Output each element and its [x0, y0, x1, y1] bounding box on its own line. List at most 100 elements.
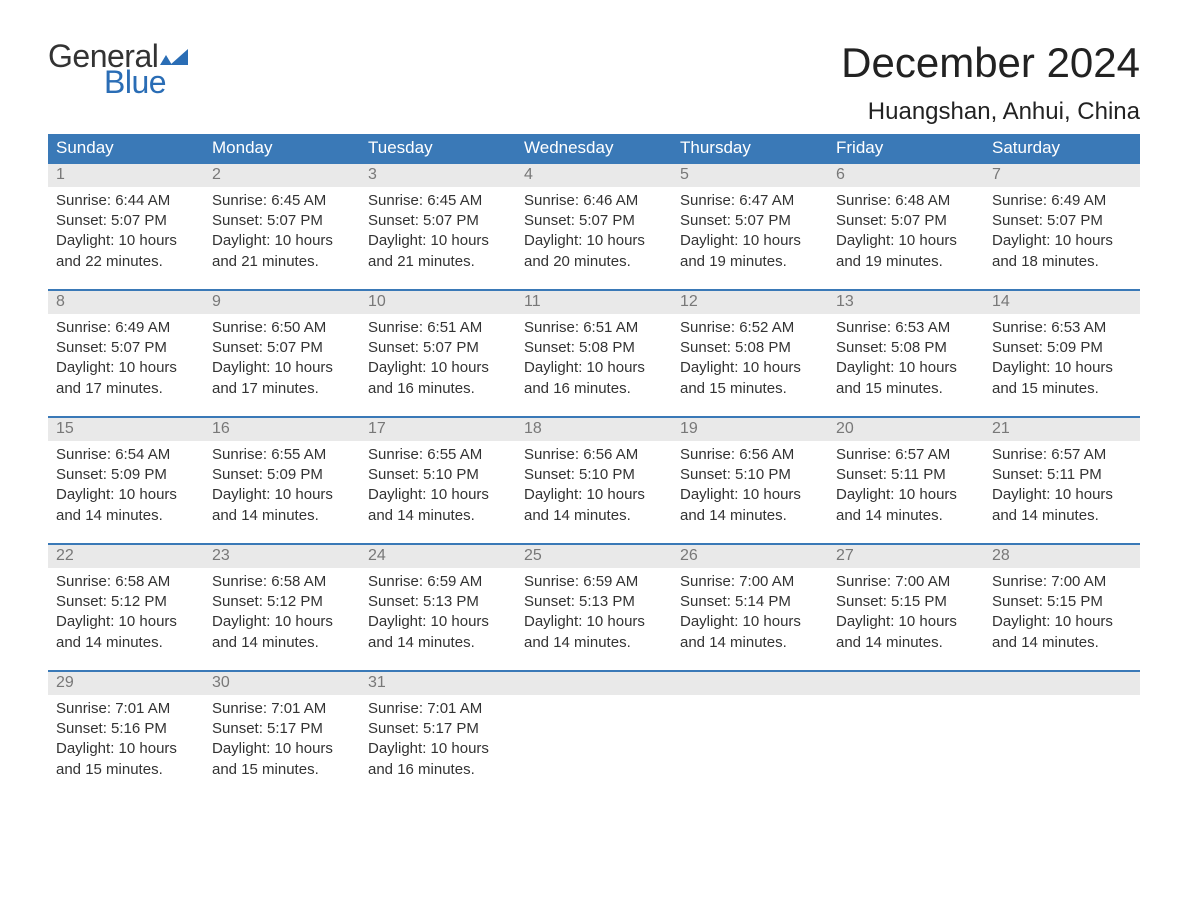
- day-cell: 13Sunrise: 6:53 AMSunset: 5:08 PMDayligh…: [828, 290, 984, 417]
- day-cell: [516, 671, 672, 797]
- day-number: 4: [516, 164, 672, 187]
- day-cell: 25Sunrise: 6:59 AMSunset: 5:13 PMDayligh…: [516, 544, 672, 671]
- day-content: Sunrise: 7:00 AMSunset: 5:15 PMDaylight:…: [828, 568, 984, 655]
- week-row: 15Sunrise: 6:54 AMSunset: 5:09 PMDayligh…: [48, 417, 1140, 544]
- day-content: Sunrise: 6:48 AMSunset: 5:07 PMDaylight:…: [828, 187, 984, 274]
- day-content: Sunrise: 6:58 AMSunset: 5:12 PMDaylight:…: [204, 568, 360, 655]
- day-content: Sunrise: 6:45 AMSunset: 5:07 PMDaylight:…: [204, 187, 360, 274]
- calendar-table: SundayMondayTuesdayWednesdayThursdayFrid…: [48, 134, 1140, 797]
- day-header: Tuesday: [360, 134, 516, 163]
- day-cell: 9Sunrise: 6:50 AMSunset: 5:07 PMDaylight…: [204, 290, 360, 417]
- day-cell: 28Sunrise: 7:00 AMSunset: 5:15 PMDayligh…: [984, 544, 1140, 671]
- day-number: 13: [828, 291, 984, 314]
- day-cell: [828, 671, 984, 797]
- day-number: 6: [828, 164, 984, 187]
- day-header: Thursday: [672, 134, 828, 163]
- day-cell: 16Sunrise: 6:55 AMSunset: 5:09 PMDayligh…: [204, 417, 360, 544]
- day-header: Friday: [828, 134, 984, 163]
- day-cell: 6Sunrise: 6:48 AMSunset: 5:07 PMDaylight…: [828, 163, 984, 290]
- day-cell: 21Sunrise: 6:57 AMSunset: 5:11 PMDayligh…: [984, 417, 1140, 544]
- flag-icon: [160, 47, 188, 65]
- day-number: 17: [360, 418, 516, 441]
- page-header: General Blue December 2024 Huangshan, An…: [48, 40, 1140, 126]
- day-number: 31: [360, 672, 516, 695]
- day-content: Sunrise: 6:56 AMSunset: 5:10 PMDaylight:…: [516, 441, 672, 528]
- day-content: Sunrise: 7:01 AMSunset: 5:17 PMDaylight:…: [360, 695, 516, 782]
- day-cell: 23Sunrise: 6:58 AMSunset: 5:12 PMDayligh…: [204, 544, 360, 671]
- day-number: 12: [672, 291, 828, 314]
- day-number: 30: [204, 672, 360, 695]
- day-cell: [984, 671, 1140, 797]
- day-cell: 31Sunrise: 7:01 AMSunset: 5:17 PMDayligh…: [360, 671, 516, 797]
- day-cell: 27Sunrise: 7:00 AMSunset: 5:15 PMDayligh…: [828, 544, 984, 671]
- day-number: 3: [360, 164, 516, 187]
- day-cell: 3Sunrise: 6:45 AMSunset: 5:07 PMDaylight…: [360, 163, 516, 290]
- week-row: 22Sunrise: 6:58 AMSunset: 5:12 PMDayligh…: [48, 544, 1140, 671]
- day-content: Sunrise: 6:54 AMSunset: 5:09 PMDaylight:…: [48, 441, 204, 528]
- week-row: 29Sunrise: 7:01 AMSunset: 5:16 PMDayligh…: [48, 671, 1140, 797]
- title-block: December 2024 Huangshan, Anhui, China: [841, 40, 1140, 126]
- day-number: 20: [828, 418, 984, 441]
- day-number: 5: [672, 164, 828, 187]
- day-header: Monday: [204, 134, 360, 163]
- day-number: 11: [516, 291, 672, 314]
- day-number: 27: [828, 545, 984, 568]
- day-content: Sunrise: 6:59 AMSunset: 5:13 PMDaylight:…: [516, 568, 672, 655]
- day-content: Sunrise: 6:56 AMSunset: 5:10 PMDaylight:…: [672, 441, 828, 528]
- day-number: 21: [984, 418, 1140, 441]
- week-row: 8Sunrise: 6:49 AMSunset: 5:07 PMDaylight…: [48, 290, 1140, 417]
- day-content: Sunrise: 6:50 AMSunset: 5:07 PMDaylight:…: [204, 314, 360, 401]
- day-content: Sunrise: 6:46 AMSunset: 5:07 PMDaylight:…: [516, 187, 672, 274]
- location-text: Huangshan, Anhui, China: [841, 98, 1140, 126]
- day-cell: 8Sunrise: 6:49 AMSunset: 5:07 PMDaylight…: [48, 290, 204, 417]
- day-cell: 17Sunrise: 6:55 AMSunset: 5:10 PMDayligh…: [360, 417, 516, 544]
- day-header: Sunday: [48, 134, 204, 163]
- day-cell: 11Sunrise: 6:51 AMSunset: 5:08 PMDayligh…: [516, 290, 672, 417]
- day-content: Sunrise: 6:49 AMSunset: 5:07 PMDaylight:…: [984, 187, 1140, 274]
- day-number: 1: [48, 164, 204, 187]
- day-content: Sunrise: 6:59 AMSunset: 5:13 PMDaylight:…: [360, 568, 516, 655]
- day-header: Saturday: [984, 134, 1140, 163]
- day-cell: 26Sunrise: 7:00 AMSunset: 5:14 PMDayligh…: [672, 544, 828, 671]
- day-content: Sunrise: 6:58 AMSunset: 5:12 PMDaylight:…: [48, 568, 204, 655]
- day-number: 15: [48, 418, 204, 441]
- day-content: Sunrise: 6:52 AMSunset: 5:08 PMDaylight:…: [672, 314, 828, 401]
- day-cell: 14Sunrise: 6:53 AMSunset: 5:09 PMDayligh…: [984, 290, 1140, 417]
- day-content: Sunrise: 7:01 AMSunset: 5:17 PMDaylight:…: [204, 695, 360, 782]
- day-content: Sunrise: 7:00 AMSunset: 5:14 PMDaylight:…: [672, 568, 828, 655]
- day-content: Sunrise: 6:55 AMSunset: 5:10 PMDaylight:…: [360, 441, 516, 528]
- day-content: Sunrise: 6:57 AMSunset: 5:11 PMDaylight:…: [828, 441, 984, 528]
- day-content: Sunrise: 7:00 AMSunset: 5:15 PMDaylight:…: [984, 568, 1140, 655]
- day-number: 9: [204, 291, 360, 314]
- day-header: Wednesday: [516, 134, 672, 163]
- calendar-body: 1Sunrise: 6:44 AMSunset: 5:07 PMDaylight…: [48, 163, 1140, 797]
- day-cell: 19Sunrise: 6:56 AMSunset: 5:10 PMDayligh…: [672, 417, 828, 544]
- day-number: 8: [48, 291, 204, 314]
- day-cell: 15Sunrise: 6:54 AMSunset: 5:09 PMDayligh…: [48, 417, 204, 544]
- day-content: Sunrise: 6:51 AMSunset: 5:07 PMDaylight:…: [360, 314, 516, 401]
- day-number: 10: [360, 291, 516, 314]
- day-cell: 2Sunrise: 6:45 AMSunset: 5:07 PMDaylight…: [204, 163, 360, 290]
- day-content: Sunrise: 6:47 AMSunset: 5:07 PMDaylight:…: [672, 187, 828, 274]
- day-number: 2: [204, 164, 360, 187]
- day-number: 22: [48, 545, 204, 568]
- day-number: 28: [984, 545, 1140, 568]
- day-number: 23: [204, 545, 360, 568]
- day-cell: 22Sunrise: 6:58 AMSunset: 5:12 PMDayligh…: [48, 544, 204, 671]
- day-content: Sunrise: 6:51 AMSunset: 5:08 PMDaylight:…: [516, 314, 672, 401]
- day-number: 19: [672, 418, 828, 441]
- logo-text-blue: Blue: [104, 66, 188, 98]
- day-content: Sunrise: 6:57 AMSunset: 5:11 PMDaylight:…: [984, 441, 1140, 528]
- day-content: Sunrise: 6:45 AMSunset: 5:07 PMDaylight:…: [360, 187, 516, 274]
- day-number: 14: [984, 291, 1140, 314]
- month-title: December 2024: [841, 40, 1140, 86]
- day-cell: 12Sunrise: 6:52 AMSunset: 5:08 PMDayligh…: [672, 290, 828, 417]
- day-cell: 29Sunrise: 7:01 AMSunset: 5:16 PMDayligh…: [48, 671, 204, 797]
- day-cell: 20Sunrise: 6:57 AMSunset: 5:11 PMDayligh…: [828, 417, 984, 544]
- day-cell: 18Sunrise: 6:56 AMSunset: 5:10 PMDayligh…: [516, 417, 672, 544]
- day-cell: 4Sunrise: 6:46 AMSunset: 5:07 PMDaylight…: [516, 163, 672, 290]
- day-number: 18: [516, 418, 672, 441]
- day-number: 7: [984, 164, 1140, 187]
- day-cell: 7Sunrise: 6:49 AMSunset: 5:07 PMDaylight…: [984, 163, 1140, 290]
- day-number: 24: [360, 545, 516, 568]
